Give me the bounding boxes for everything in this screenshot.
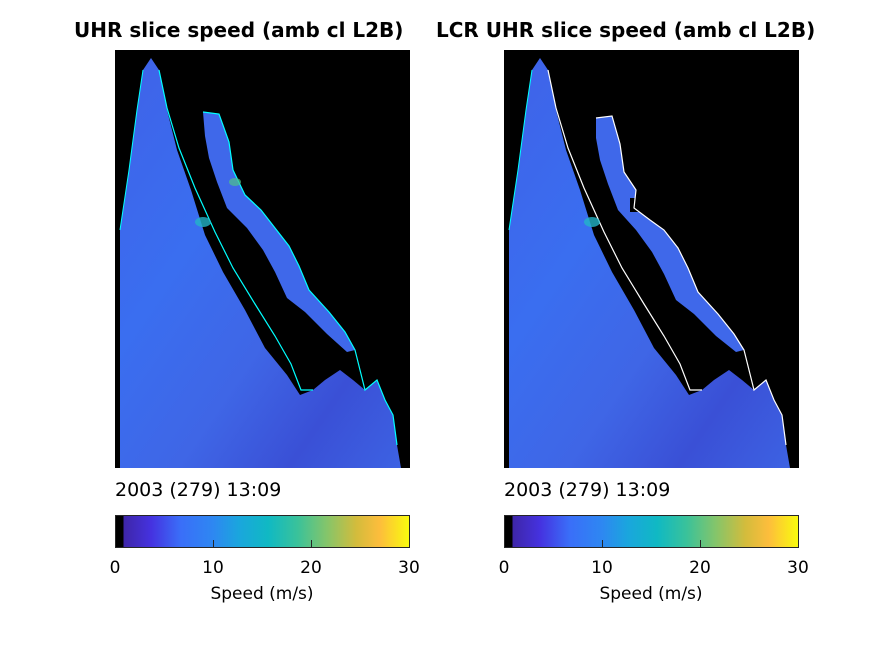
right-colorbar-tickmark-30 (798, 540, 799, 547)
right-colorbar-tick-10: 10 (591, 558, 613, 578)
left-colorbar-tickmark-10 (213, 540, 214, 547)
left-colorbar-tickmark-30 (409, 540, 410, 547)
right-coastline (547, 69, 702, 391)
right-highspeed-patch (584, 217, 600, 227)
left-coastline-west (119, 69, 144, 231)
right-timestamp: 2003 (279) 13:09 (504, 479, 671, 501)
left-coastline (158, 69, 313, 391)
left-colorbar-tickmark-0 (115, 540, 116, 547)
right-colorbar-label: Speed (m/s) (599, 584, 703, 604)
left-highspeed-patch-2 (229, 178, 241, 186)
right-speed-map (504, 50, 799, 468)
right-colorbar-tick-30: 30 (787, 558, 809, 578)
left-colorbar-tick-10: 10 (202, 558, 224, 578)
right-panel-title: LCR UHR slice speed (amb cl L2B) (436, 18, 816, 42)
left-peninsula-land (159, 70, 313, 390)
left-colorbar-tick-0: 0 (109, 558, 121, 578)
right-peninsula-land (548, 70, 702, 390)
left-colorbar-tick-30: 30 (398, 558, 420, 578)
left-colorbar (115, 515, 410, 548)
right-ocean-region (509, 58, 790, 468)
right-colorbar (504, 515, 799, 548)
left-speed-map (115, 50, 410, 468)
left-colorbar-label: Speed (m/s) (210, 584, 314, 604)
left-panel-title: UHR slice speed (amb cl L2B) (74, 18, 404, 42)
right-colorbar-tickmark-20 (700, 540, 701, 547)
left-highspeed-patch (195, 217, 211, 227)
right-colorbar-tickmark-10 (602, 540, 603, 547)
left-ocean-region (120, 58, 401, 468)
right-colorbar-tick-20: 20 (689, 558, 711, 578)
right-coastline-east (595, 115, 787, 446)
left-colorbar-tickmark-20 (311, 540, 312, 547)
right-colorbar-tickmark-0 (504, 540, 505, 547)
right-midriff-gap (630, 198, 652, 212)
left-colorbar-tick-20: 20 (300, 558, 322, 578)
left-timestamp: 2003 (279) 13:09 (115, 479, 282, 501)
right-colorbar-tick-0: 0 (498, 558, 510, 578)
left-coastline-east (202, 111, 398, 446)
left-gulf-region (203, 112, 355, 352)
right-coastline-west (508, 69, 533, 231)
